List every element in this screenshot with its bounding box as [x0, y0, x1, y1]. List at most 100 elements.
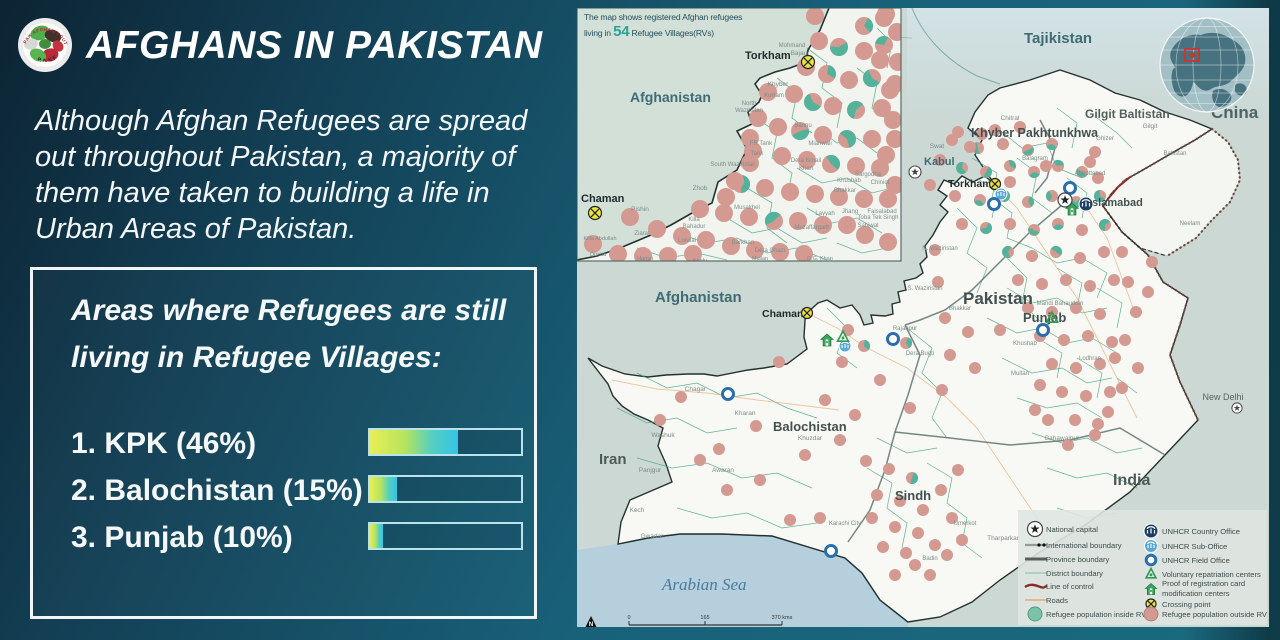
svg-text:living in 54 Refugee Villages(: living in 54 Refugee Villages(RVs) — [584, 23, 714, 40]
svg-text:Chagai: Chagai — [685, 386, 706, 393]
svg-text:Mandi Bahauddin: Mandi Bahauddin — [1037, 301, 1084, 307]
svg-text:Gilgit Baltistan: Gilgit Baltistan — [1085, 107, 1170, 121]
svg-text:Iran: Iran — [599, 451, 627, 468]
svg-text:Roads: Roads — [1046, 596, 1068, 605]
svg-text:Line of control: Line of control — [1046, 582, 1094, 591]
svg-text:Killa Abdullah: Killa Abdullah — [583, 236, 616, 242]
svg-text:Dera Bugti: Dera Bugti — [906, 351, 934, 357]
svg-text:New Delhi: New Delhi — [1202, 392, 1243, 402]
svg-text:National capital: National capital — [1046, 525, 1098, 534]
svg-text:Bahadur: Bahadur — [683, 224, 706, 230]
svg-text:Barkhan: Barkhan — [732, 240, 754, 246]
svg-text:Khyber: Khyber — [768, 81, 789, 88]
svg-text:N: N — [589, 622, 593, 627]
svg-text:Dera Ismail: Dera Ismail — [791, 158, 821, 164]
svg-text:Refugee population outside RV: Refugee population outside RV — [1162, 610, 1268, 619]
svg-text:Crossing point: Crossing point — [1162, 600, 1211, 609]
svg-text:Bajaur: Bajaur — [791, 50, 811, 57]
svg-text:Badin: Badin — [922, 556, 937, 562]
svg-text:Torkham: Torkham — [948, 178, 992, 190]
svg-text:Punjab: Punjab — [1023, 310, 1066, 325]
svg-text:District boundary: District boundary — [1046, 569, 1103, 578]
svg-text:Khushab: Khushab — [1013, 341, 1037, 347]
svg-text:Lodhran: Lodhran — [1079, 356, 1101, 362]
svg-text:Bhakkar: Bhakkar — [949, 306, 971, 312]
svg-text:Chaman: Chaman — [762, 308, 803, 320]
svg-text:Loralai: Loralai — [678, 238, 696, 244]
svg-text:Tank: Tank — [751, 151, 765, 157]
svg-text:Abbottabad: Abbottabad — [1075, 171, 1106, 177]
svg-text:Torkham: Torkham — [745, 50, 791, 62]
svg-text:Toba Tek Singh: Toba Tek Singh — [858, 215, 899, 221]
svg-text:India: India — [1113, 472, 1150, 489]
svg-text:Panjgur: Panjgur — [639, 467, 662, 474]
svg-text:Mianwali: Mianwali — [808, 141, 831, 147]
svg-text:Neelam: Neelam — [1180, 221, 1201, 227]
svg-text:Killa: Killa — [688, 217, 700, 223]
svg-text:Ghizer: Ghizer — [1096, 136, 1114, 142]
svg-text:Afghanistan: Afghanistan — [655, 289, 742, 306]
svg-text:The map shows registered Afgha: The map shows registered Afghan refugees — [584, 12, 742, 22]
svg-text:Balochistan: Balochistan — [773, 419, 847, 434]
svg-text:Washuk: Washuk — [651, 432, 675, 439]
svg-text:Musakhel: Musakhel — [734, 205, 760, 211]
svg-text:Arabian Sea: Arabian Sea — [661, 575, 747, 594]
svg-text:North: North — [742, 101, 757, 107]
svg-text:Chitral: Chitral — [1001, 115, 1020, 122]
svg-text:Afghanistan: Afghanistan — [630, 89, 711, 105]
svg-text:Kech: Kech — [630, 507, 645, 514]
svg-text:modification centers: modification centers — [1162, 589, 1230, 598]
svg-text:Islamabad: Islamabad — [1089, 197, 1143, 209]
svg-text:Awaran: Awaran — [712, 467, 734, 474]
svg-text:Waziristan: Waziristan — [735, 108, 763, 114]
svg-text:Refugee population inside RV: Refugee population inside RV — [1046, 610, 1147, 619]
svg-text:165: 165 — [700, 615, 709, 621]
svg-text:Dera Ghazi: Dera Ghazi — [755, 248, 785, 254]
svg-text:Balagram: Balagram — [1022, 156, 1048, 162]
svg-text:Kharan: Kharan — [735, 410, 756, 417]
svg-text:Chiniot: Chiniot — [871, 180, 890, 186]
svg-text:Multan: Multan — [1011, 371, 1029, 377]
svg-text:Province boundary: Province boundary — [1046, 555, 1110, 564]
svg-text:Sahiwal: Sahiwal — [857, 223, 878, 229]
svg-text:Swat: Swat — [930, 143, 945, 150]
svg-text:Kurram: Kurram — [764, 93, 784, 99]
svg-text:Khyber Pakhtunkhwa: Khyber Pakhtunkhwa — [971, 126, 1099, 140]
svg-text:Sindh: Sindh — [895, 488, 931, 503]
svg-text:International boundary: International boundary — [1046, 541, 1122, 550]
svg-text:Mohmand: Mohmand — [779, 43, 806, 49]
svg-text:UNHCR Field Office: UNHCR Field Office — [1162, 556, 1230, 565]
svg-text:Faisalabad: Faisalabad — [867, 209, 896, 215]
svg-text:Muzaffargarh: Muzaffargarh — [794, 225, 829, 231]
svg-text:Ziarat: Ziarat — [634, 231, 650, 237]
svg-text:Karachi City: Karachi City — [829, 521, 861, 527]
svg-text:Khushab: Khushab — [837, 178, 861, 184]
svg-text:Bannu: Bannu — [794, 123, 811, 129]
svg-text:Tajikistan: Tajikistan — [1024, 30, 1092, 47]
svg-text:UNHCR Sub-Office: UNHCR Sub-Office — [1162, 542, 1227, 551]
svg-text:Mullan: Mullan — [752, 256, 768, 262]
svg-text:Gilgit: Gilgit — [1143, 123, 1158, 130]
svg-text:Kabul: Kabul — [924, 156, 955, 168]
svg-text:Voluntary repatriation centers: Voluntary repatriation centers — [1162, 570, 1261, 579]
svg-text:Pishin: Pishin — [631, 206, 649, 213]
svg-text:South Waziristan: South Waziristan — [710, 162, 755, 168]
svg-text:Gwadar: Gwadar — [641, 533, 665, 540]
svg-text:Layyah: Layyah — [815, 211, 834, 217]
svg-text:UNHCR Country Office: UNHCR Country Office — [1162, 527, 1240, 536]
svg-text:Rajanpur: Rajanpur — [893, 326, 917, 332]
svg-text:0: 0 — [627, 615, 630, 621]
svg-text:S. Waziristan: S. Waziristan — [907, 286, 942, 292]
svg-text:P. A. Y. F: P. A. Y. F — [37, 55, 58, 64]
svg-text:370 kms: 370 kms — [772, 615, 793, 621]
svg-text:Bahawalpur: Bahawalpur — [1045, 435, 1080, 442]
svg-text:Chaman: Chaman — [581, 193, 625, 205]
svg-text:Umerkot: Umerkot — [954, 521, 977, 527]
svg-text:Proof of registration card: Proof of registration card — [1162, 579, 1245, 588]
svg-text:Khan: Khan — [799, 166, 813, 172]
svg-text:Tharparkar: Tharparkar — [987, 535, 1020, 542]
svg-text:N. Waziristan: N. Waziristan — [922, 246, 957, 252]
svg-text:Zhob: Zhob — [693, 185, 708, 192]
svg-text:Bhakkar: Bhakkar — [834, 188, 856, 194]
svg-text:Pakistan: Pakistan — [963, 289, 1033, 308]
